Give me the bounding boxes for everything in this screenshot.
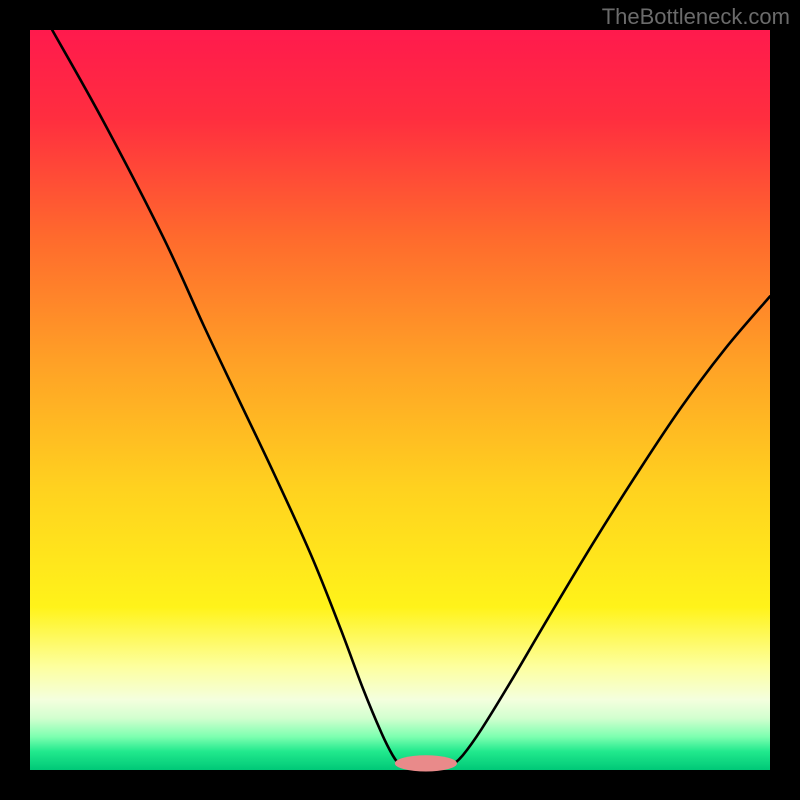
optimal-range-marker: [395, 755, 457, 771]
plot-background: [30, 30, 770, 770]
watermark-text: TheBottleneck.com: [602, 4, 790, 30]
bottleneck-chart: [0, 0, 800, 800]
chart-stage: TheBottleneck.com: [0, 0, 800, 800]
